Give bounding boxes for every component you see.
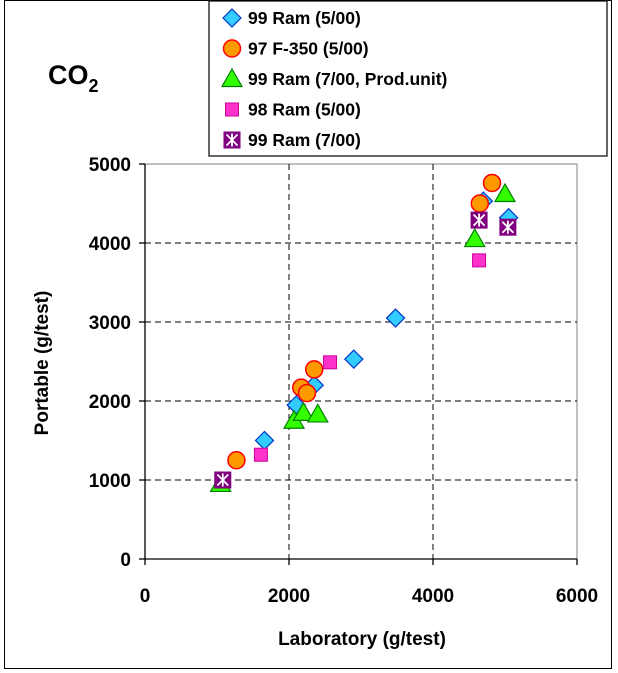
legend: 99 Ram (5/00) 97 F-350 (5/00) 99 Ram (7/00… — [208, 0, 608, 157]
y-tick-label: 2000 — [89, 392, 131, 413]
x-tick-label: 2000 — [268, 586, 310, 607]
legend-marker — [222, 39, 242, 58]
legend-label: 98 Ram (5/00) — [248, 100, 361, 120]
legend-label: 99 Ram (5/00) — [248, 8, 361, 28]
data-point — [499, 218, 517, 236]
data-point — [227, 451, 246, 470]
y-tick-label: 5000 — [89, 155, 131, 176]
data-point — [343, 349, 364, 369]
data-point — [463, 227, 486, 248]
legend-label: 99 Ram (7/00) — [248, 130, 361, 150]
legend-marker — [225, 102, 239, 117]
data-point — [292, 401, 315, 421]
legend-marker — [220, 67, 244, 88]
y-tick-label: 4000 — [89, 234, 131, 255]
data-point — [304, 360, 324, 379]
series-4 — [253, 253, 487, 462]
data-point — [306, 403, 329, 423]
x-axis-title: Laboratory (g/test) — [278, 629, 446, 650]
data-point — [214, 471, 232, 489]
data-point — [253, 447, 268, 462]
data-point — [297, 383, 317, 403]
plot-area: 0 1000 2000 3000 4000 5000 0 2000 4000 6000 — [89, 155, 598, 607]
chart-title-text: CO2 — [48, 60, 99, 96]
x-tick-label: 4000 — [412, 586, 454, 607]
x-tick-label: 0 — [140, 586, 151, 607]
data-point — [493, 182, 517, 203]
legend-marker — [222, 8, 242, 28]
legend-marker — [223, 131, 241, 149]
data-point — [470, 211, 488, 229]
legend-label: 99 Ram (7/00, Prod.unit) — [248, 69, 447, 89]
data-point — [482, 173, 502, 193]
series-5 — [214, 211, 517, 489]
y-tick-label: 1000 — [89, 471, 131, 492]
x-tick-label: 6000 — [556, 586, 598, 607]
y-tick-label: 3000 — [89, 313, 131, 334]
legend-label: 97 F-350 (5/00) — [248, 39, 369, 59]
y-tick-label: 0 — [120, 550, 131, 571]
y-axis-title: Portable (g/test) — [32, 291, 53, 436]
series-2 — [227, 173, 502, 470]
data-point — [323, 355, 338, 370]
chart-title: CO2 — [48, 60, 99, 96]
data-point — [470, 194, 490, 213]
data-point — [472, 253, 487, 268]
data-point — [385, 308, 406, 328]
legend-box — [208, 0, 608, 157]
